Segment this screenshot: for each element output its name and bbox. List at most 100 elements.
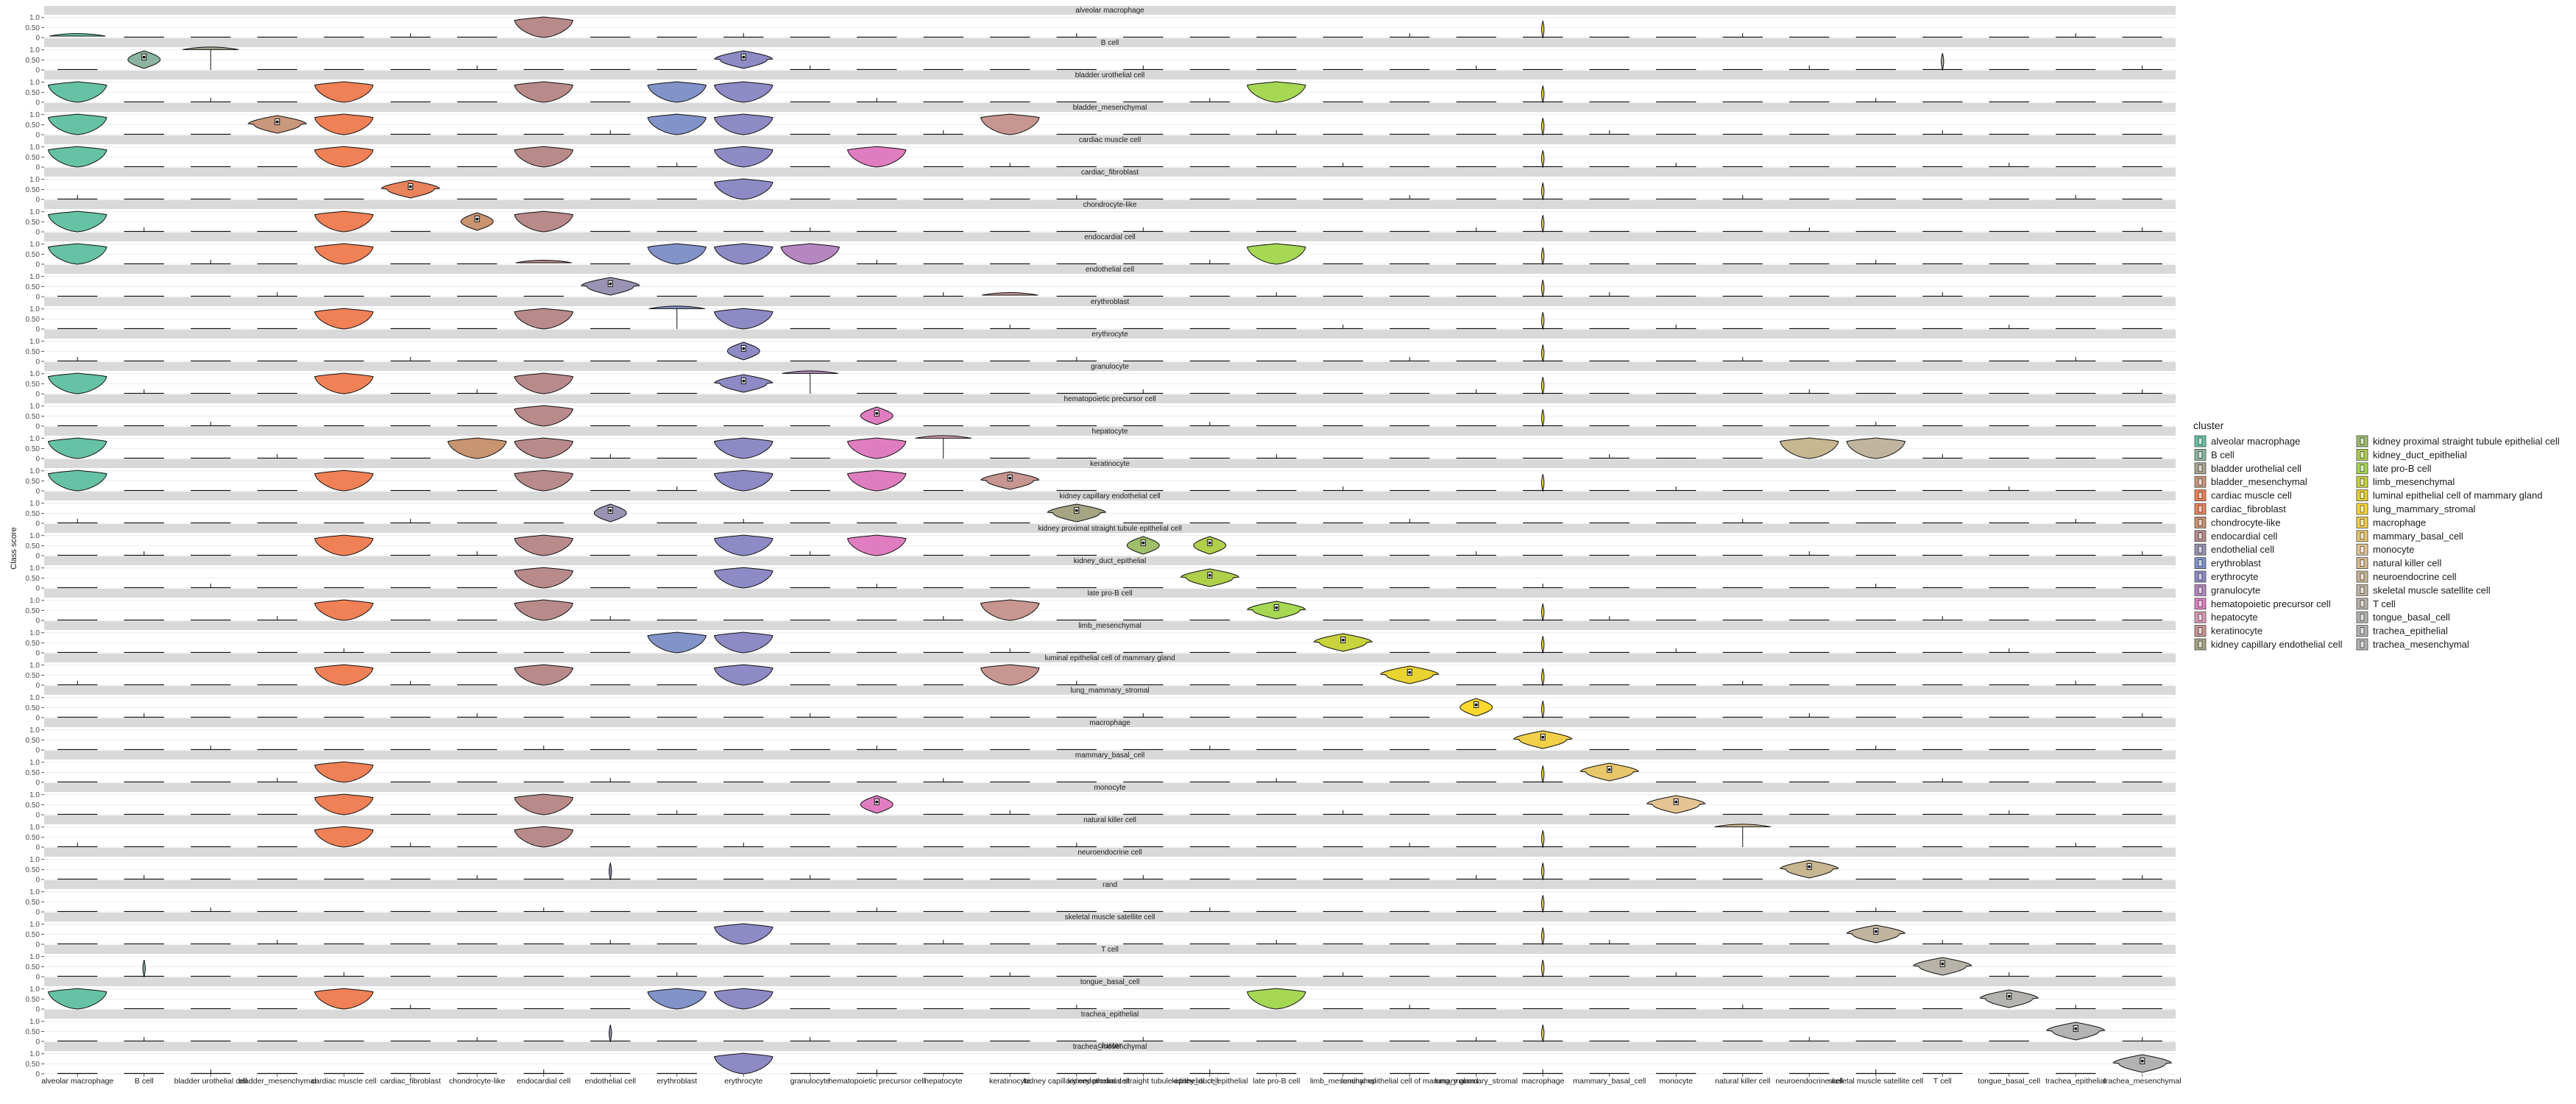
violin-body (49, 33, 106, 37)
panel-background (44, 48, 2176, 70)
violin-body (1779, 437, 1839, 459)
y-tick-label: 1.0 (29, 435, 40, 443)
facet-panel: bladder urothelial cell 0 0.50 1.0 (26, 71, 2176, 107)
y-tick-label: 0.50 (26, 445, 40, 453)
facet-panel: keratinocyte 0 0.50 1.0 (26, 459, 2176, 496)
violin-body (647, 631, 707, 654)
panel-background (44, 566, 2176, 588)
y-tick-label: 0.50 (26, 769, 40, 777)
strip-label: kidney proximal straight tubule epitheli… (1038, 525, 1181, 533)
violin-body (514, 599, 574, 621)
legend-glyph (2198, 492, 2203, 499)
violin-body (314, 243, 374, 265)
violin-body (713, 567, 774, 589)
y-tick-label: 0.50 (26, 1028, 40, 1036)
violin-median (875, 411, 879, 415)
y-tick-label: 1.0 (29, 856, 40, 864)
x-tick-label: erythroblast (657, 1077, 697, 1086)
panel-background (44, 242, 2176, 264)
violin-body (713, 534, 774, 556)
violin-spike (1541, 830, 1545, 849)
violin-body (713, 470, 774, 492)
violin-body (183, 46, 239, 50)
x-axis: alveolar macrophage B cell bladder urothel… (41, 1074, 2182, 1086)
legend-glyph (2360, 559, 2365, 567)
violin-body (47, 988, 107, 1010)
x-tick-label: cardiac muscle cell (311, 1077, 377, 1086)
violin-median (1541, 735, 1545, 739)
x-tick-label: T cell (1933, 1077, 1952, 1086)
legend-glyph (2198, 545, 2203, 553)
facet-panel: kidney_duct_epithelial 0 0.50 1.0 (26, 556, 2176, 593)
y-tick-label: 1.0 (29, 241, 40, 249)
facet-panel: luminal epithelial cell of mammary gland… (26, 654, 2176, 690)
legend-glyph (2198, 627, 2203, 634)
strip-label: kidney capillary endothelial cell (1059, 492, 1160, 500)
facet-panel: kidney capillary endothelial cell 0 0.50 1.… (26, 492, 2176, 528)
strip-background (44, 977, 2176, 986)
violin-body (647, 81, 707, 103)
violin-body (314, 599, 374, 621)
legend-glyph (2198, 519, 2203, 526)
legend-title: cluster (2193, 420, 2224, 431)
strip-label: T cell (1101, 946, 1119, 954)
violin-body (514, 437, 574, 459)
y-tick-label: 0 (35, 941, 40, 949)
violin-median (1941, 962, 1945, 966)
violin-body (713, 988, 774, 1010)
y-tick-label: 0 (35, 1038, 40, 1047)
legend-glyph (2360, 492, 2365, 499)
legend-label: macrophage (2373, 517, 2426, 528)
legend-label: bladder_mesenchymal (2211, 476, 2307, 487)
strip-label: bladder urothelial cell (1075, 71, 1145, 79)
facet-panel: neuroendocrine cell 0 0.50 1.0 (26, 848, 2176, 885)
panel-background (44, 728, 2176, 750)
violin-spike (1541, 409, 1545, 428)
legend-label: kidney proximal straight tubule epitheli… (2373, 436, 2560, 447)
facet-panel: erythroblast 0 0.50 1.0 (26, 297, 2176, 334)
violin-body (982, 292, 1038, 296)
violin-spike (1541, 377, 1545, 395)
legend-label: T cell (2373, 598, 2396, 609)
y-tick-label: 1.0 (29, 532, 40, 540)
panel-background (44, 793, 2176, 815)
x-tick-label: late pro-B cell (1253, 1077, 1300, 1086)
strip-label: trachea_epithelial (1081, 1011, 1139, 1019)
y-tick-label: 0 (35, 35, 40, 43)
violin-spike (609, 863, 612, 881)
x-tick-label: B cell (135, 1077, 154, 1086)
x-tick-label: granulocyte (790, 1077, 830, 1086)
facet-panel: hematopoietic precursor cell 0 0.50 1.0 (26, 394, 2176, 431)
legend-label: cardiac_fibroblast (2211, 503, 2286, 514)
violin-body (514, 146, 574, 168)
violin-median (1341, 638, 1345, 642)
violin-body (1246, 81, 1306, 103)
violin-body (846, 470, 907, 492)
y-tick-label: 0.50 (26, 251, 40, 259)
panel-background (44, 469, 2176, 491)
strip-background (44, 168, 2176, 177)
y-tick-label: 1.0 (29, 500, 40, 508)
y-tick-label: 0 (35, 1006, 40, 1014)
y-tick-label: 0 (35, 488, 40, 496)
panel-background (44, 890, 2176, 912)
legend-glyph (2198, 559, 2203, 567)
facet-panel: skeletal muscle satellite cell 0 0.50 1.0 (26, 913, 2176, 949)
strip-background (44, 686, 2176, 695)
legend-label: bladder urothelial cell (2211, 463, 2301, 474)
y-tick-label: 0.50 (26, 704, 40, 712)
violin-body (314, 664, 374, 686)
y-tick-label: 1.0 (29, 14, 40, 22)
strip-label: chondrocyte-like (1083, 201, 1137, 209)
strip-background (44, 848, 2176, 857)
strip-background (44, 6, 2176, 15)
violin-body (846, 146, 907, 168)
legend-glyph (2198, 573, 2203, 581)
violin-body (515, 260, 572, 263)
y-tick-label: 1.0 (29, 888, 40, 896)
y-tick-label: 0 (35, 326, 40, 334)
facet-panel: alveolar macrophage 0 0.50 1.0 (26, 6, 2176, 43)
violin-body (314, 988, 374, 1010)
x-axis-title: cluster (1098, 1041, 1122, 1050)
y-tick-label: 0.50 (26, 866, 40, 874)
